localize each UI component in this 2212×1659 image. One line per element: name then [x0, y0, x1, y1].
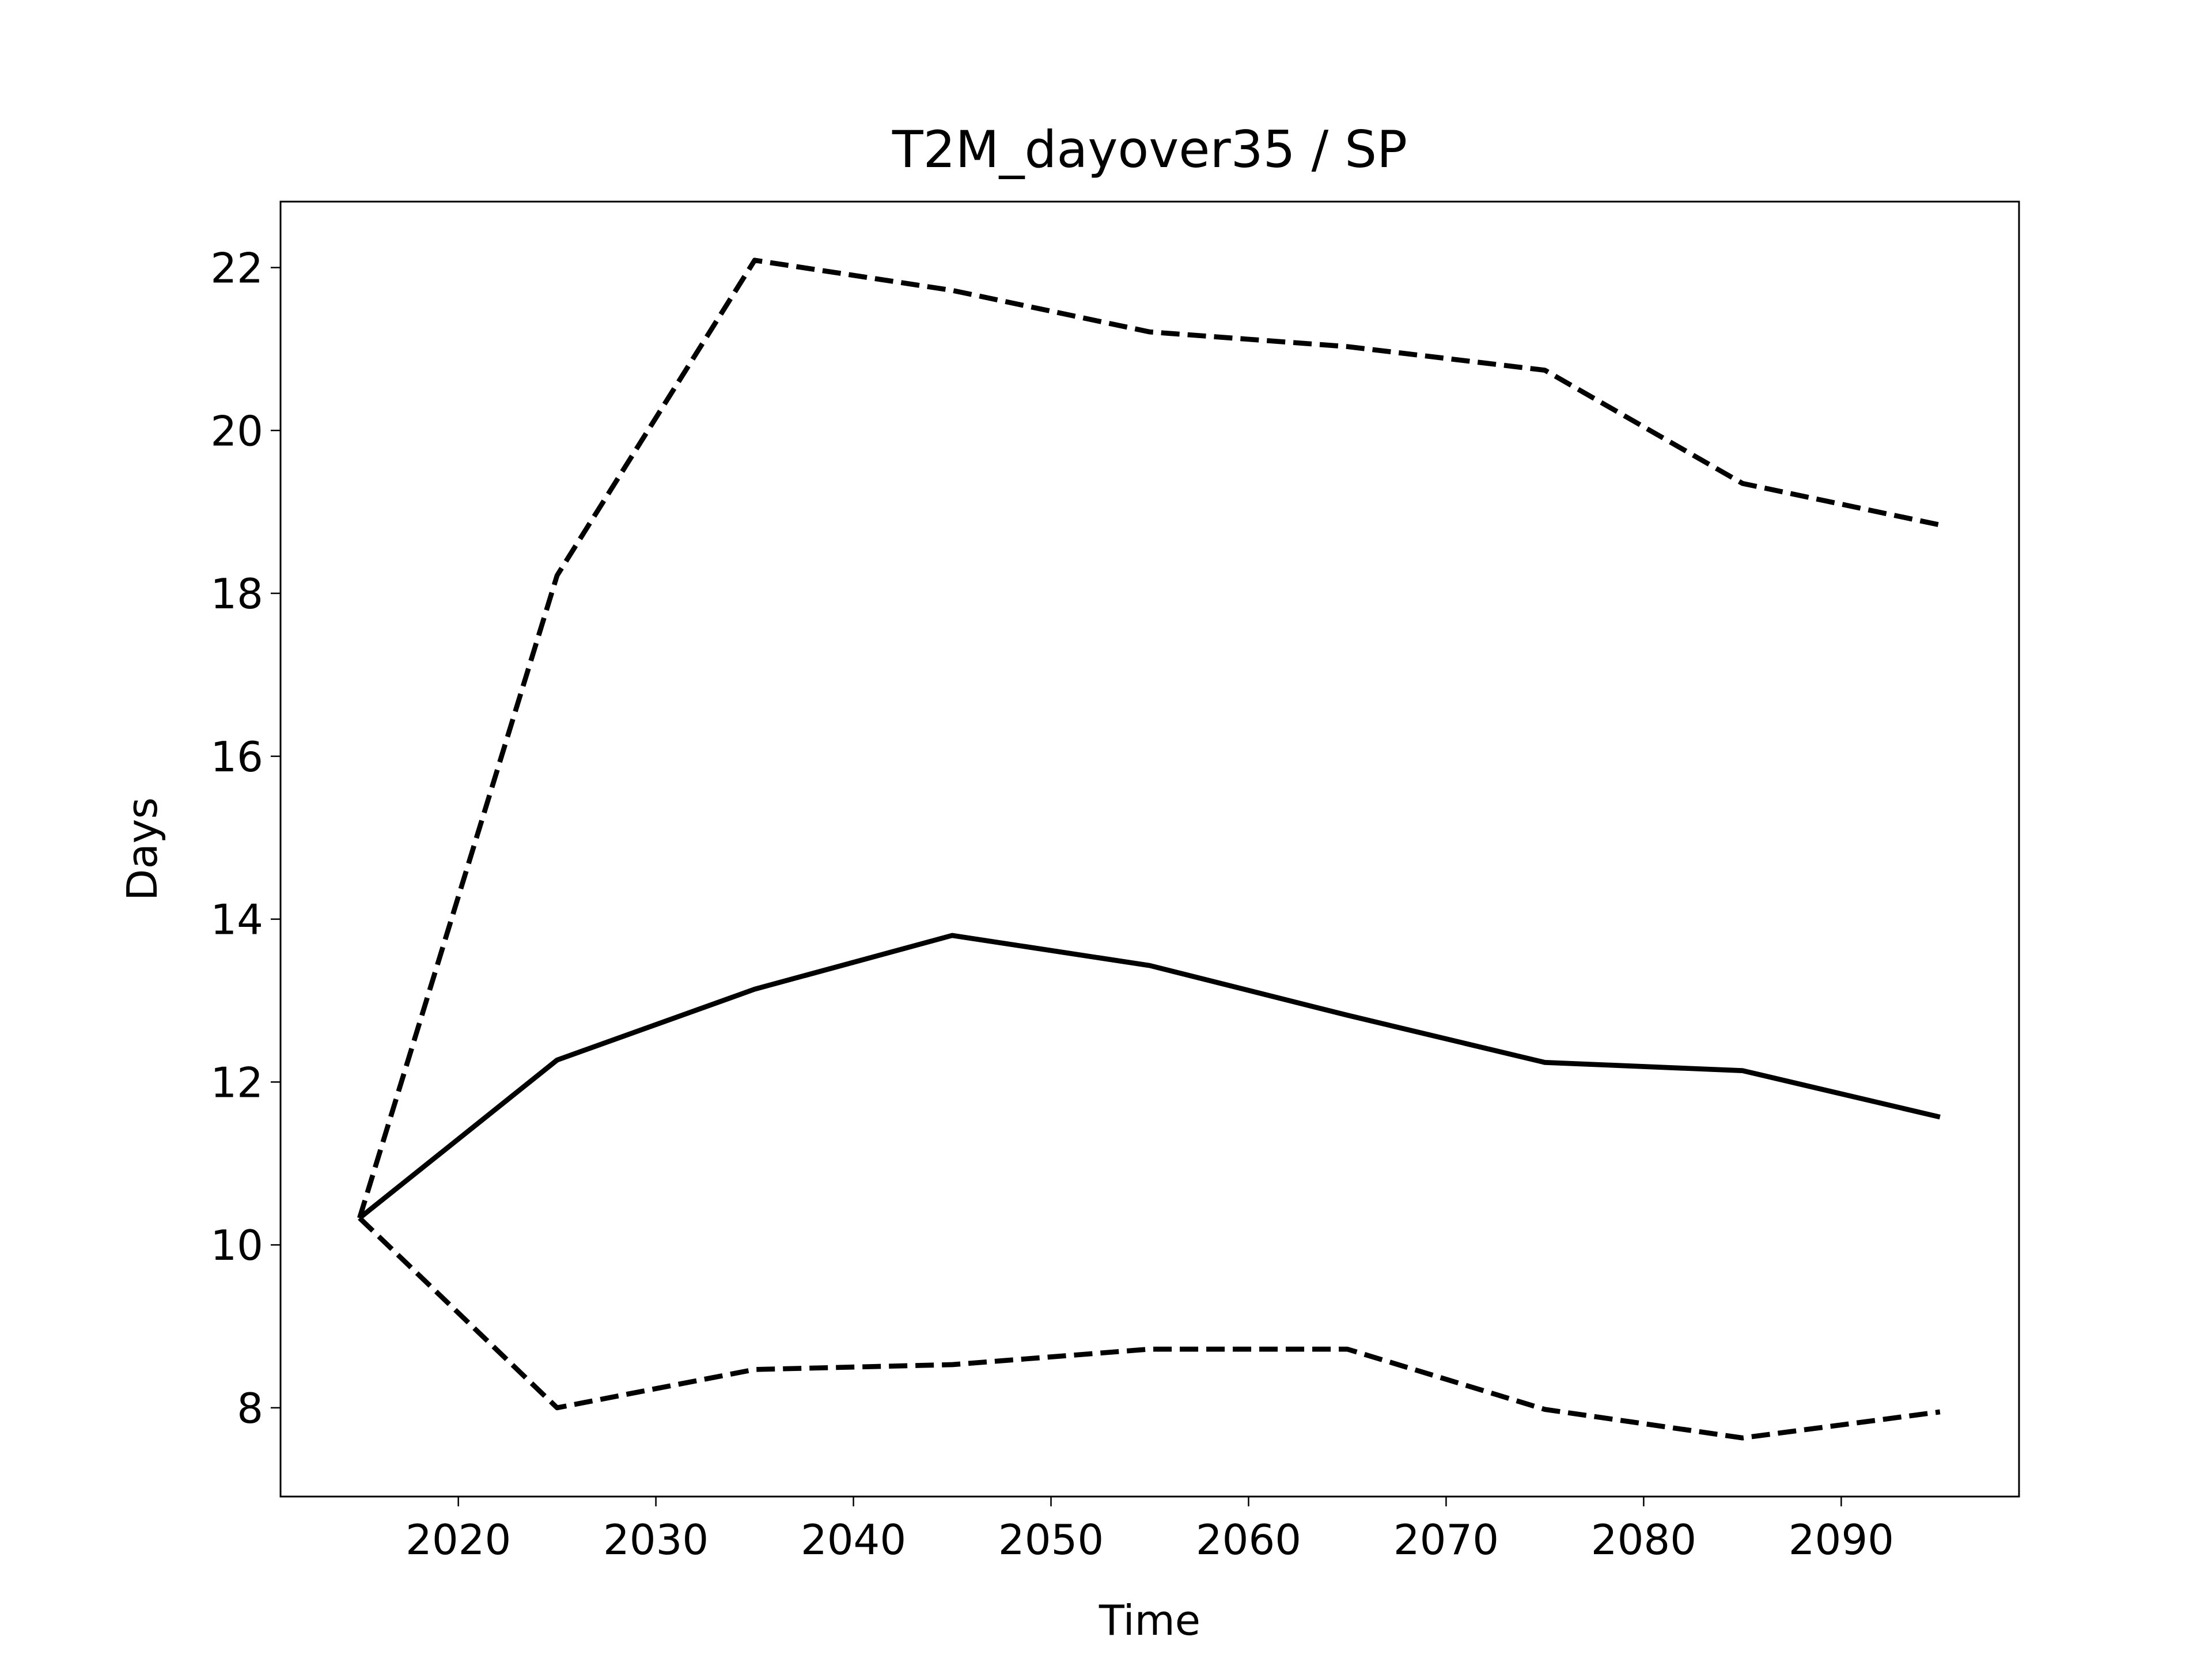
- plot-frame: [279, 200, 2020, 1498]
- y-tick-label: 20: [210, 407, 263, 455]
- y-axis-label: Days: [118, 797, 166, 901]
- series-line: [358, 1216, 1941, 1441]
- x-tick-label: 2030: [603, 1516, 709, 1564]
- x-axis-label: Time: [1099, 1596, 1200, 1645]
- x-tick-label: 2020: [406, 1516, 511, 1564]
- x-tick-label: 2060: [1196, 1516, 1301, 1564]
- chart-title: T2M_dayover35 / SP: [892, 120, 1407, 179]
- y-tick-label: 8: [237, 1384, 263, 1433]
- x-tick-label: 2090: [1789, 1516, 1894, 1564]
- y-tick-label: 10: [210, 1221, 263, 1270]
- series-line: [358, 933, 1941, 1220]
- y-tick-label: 16: [210, 733, 263, 781]
- x-tick-label: 2040: [801, 1516, 906, 1564]
- y-tick-label: 22: [210, 244, 263, 293]
- series-line: [357, 257, 1941, 1219]
- x-tick-label: 2050: [998, 1516, 1104, 1564]
- y-tick-label: 12: [210, 1058, 263, 1107]
- x-tick-label: 2080: [1591, 1516, 1696, 1564]
- y-tick-label: 14: [210, 896, 263, 944]
- x-tick-label: 2070: [1393, 1516, 1499, 1564]
- y-tick-label: 18: [210, 570, 263, 618]
